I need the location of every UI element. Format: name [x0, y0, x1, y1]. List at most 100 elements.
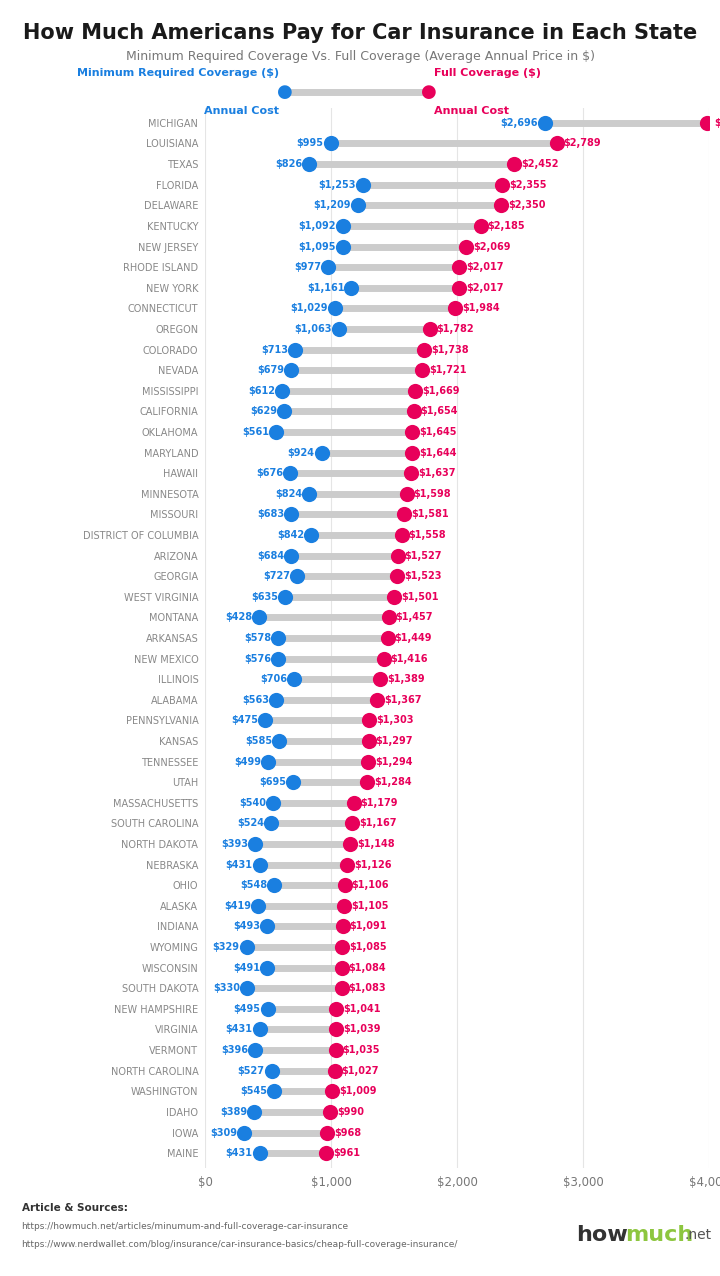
Point [454, 256, 465, 277]
Text: $1,148: $1,148 [357, 840, 395, 849]
Text: $977: $977 [294, 262, 321, 272]
Point [329, 1060, 341, 1081]
Text: $1,085: $1,085 [349, 942, 387, 952]
Point [496, 175, 508, 195]
Text: $524: $524 [238, 818, 264, 828]
Point [324, 1101, 336, 1122]
Point [269, 875, 280, 896]
Text: $491: $491 [233, 962, 260, 972]
Point [259, 711, 271, 731]
Point [327, 1081, 338, 1101]
Point [539, 112, 551, 133]
Text: $629: $629 [251, 406, 277, 416]
Point [363, 731, 374, 752]
Point [336, 957, 348, 977]
Point [270, 422, 282, 443]
Text: $1,039: $1,039 [343, 1025, 381, 1035]
Point [405, 463, 417, 484]
Point [284, 463, 296, 484]
Point [333, 319, 345, 339]
Text: .net: .net [684, 1229, 711, 1242]
Point [346, 277, 357, 297]
Text: $576: $576 [244, 653, 271, 664]
Text: $431: $431 [225, 860, 253, 870]
Text: $329: $329 [212, 942, 240, 952]
Point [495, 195, 507, 216]
Text: $2,696: $2,696 [500, 117, 538, 128]
Point [408, 401, 419, 421]
Text: $842: $842 [277, 530, 305, 540]
Text: $527: $527 [238, 1065, 265, 1076]
Text: $1,161: $1,161 [307, 283, 345, 292]
Point [253, 855, 265, 875]
Point [344, 833, 356, 854]
Text: $2,789: $2,789 [564, 139, 601, 148]
Point [337, 216, 348, 236]
Point [261, 916, 273, 937]
Point [276, 380, 288, 401]
Point [401, 484, 413, 504]
Text: $1,092: $1,092 [298, 221, 336, 231]
Text: $1,598: $1,598 [413, 489, 451, 499]
Point [279, 401, 290, 421]
Point [330, 1040, 341, 1060]
Point [303, 484, 315, 504]
Point [392, 545, 403, 565]
Point [338, 236, 349, 256]
Text: $706: $706 [260, 674, 287, 684]
Text: $1,105: $1,105 [351, 901, 389, 911]
Point [268, 1081, 279, 1101]
Point [702, 112, 714, 133]
Point [338, 896, 350, 916]
Point [262, 999, 274, 1020]
Text: $3,986: $3,986 [714, 117, 720, 128]
Text: $1,009: $1,009 [339, 1086, 377, 1096]
Point [289, 669, 300, 689]
Text: $540: $540 [239, 798, 266, 808]
Text: $612: $612 [248, 385, 275, 396]
Text: $309: $309 [210, 1128, 237, 1137]
Point [238, 1123, 250, 1143]
Text: Annual Cost: Annual Cost [204, 106, 279, 116]
Point [348, 792, 359, 813]
Text: $1,303: $1,303 [377, 716, 414, 726]
Text: $330: $330 [213, 984, 240, 993]
Text: ●: ● [276, 83, 292, 101]
Point [271, 689, 282, 709]
Text: Annual Cost: Annual Cost [434, 106, 509, 116]
Text: $431: $431 [225, 1025, 253, 1035]
Point [316, 443, 328, 463]
Text: $990: $990 [337, 1106, 364, 1116]
Point [330, 999, 342, 1020]
Point [266, 1060, 277, 1081]
Text: $1,645: $1,645 [419, 427, 457, 436]
Point [392, 567, 403, 587]
Point [551, 133, 562, 153]
Point [460, 236, 472, 256]
Text: $824: $824 [275, 489, 302, 499]
Text: $1,389: $1,389 [387, 674, 425, 684]
Point [352, 195, 364, 216]
Text: $1,063: $1,063 [294, 324, 332, 334]
Point [362, 752, 374, 772]
Text: $1,084: $1,084 [348, 962, 387, 972]
Point [416, 360, 428, 380]
Point [449, 299, 461, 319]
Text: how: how [576, 1225, 628, 1245]
Text: $2,350: $2,350 [508, 200, 546, 211]
Text: $493: $493 [233, 921, 261, 931]
Text: $2,185: $2,185 [487, 221, 525, 231]
Point [266, 813, 277, 833]
Text: $495: $495 [233, 1004, 261, 1014]
Text: $1,106: $1,106 [351, 880, 389, 891]
Text: $995: $995 [297, 139, 324, 148]
Text: $428: $428 [225, 612, 252, 623]
Text: $679: $679 [257, 365, 284, 375]
Text: $1,637: $1,637 [418, 468, 456, 478]
Point [454, 277, 465, 297]
Text: $548: $548 [240, 880, 267, 891]
Text: $475: $475 [231, 716, 258, 726]
Text: $1,523: $1,523 [404, 572, 441, 581]
Point [410, 380, 421, 401]
Text: $961: $961 [333, 1148, 360, 1159]
